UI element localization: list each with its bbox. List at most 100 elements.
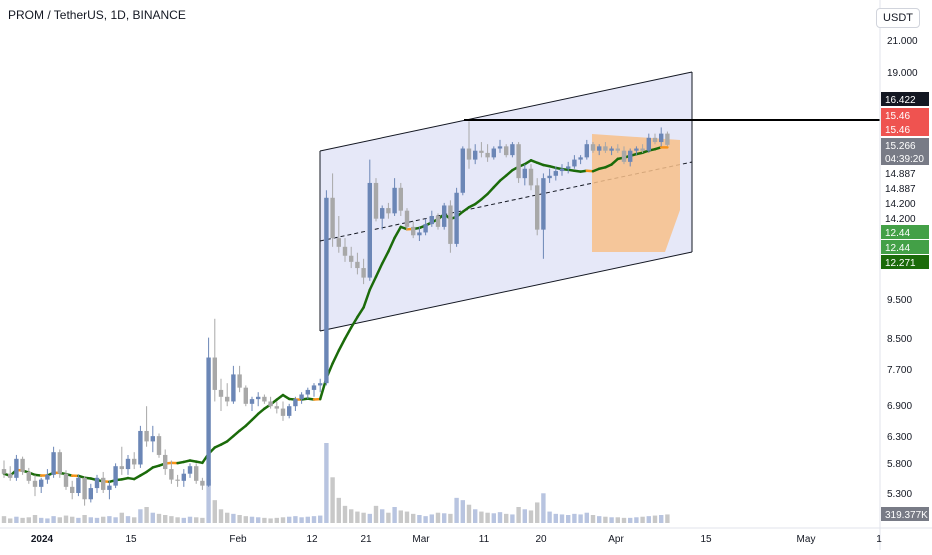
candle-body xyxy=(423,224,427,232)
volume-bar xyxy=(2,516,6,523)
volume-bar xyxy=(39,518,43,523)
volume-bar xyxy=(275,518,279,523)
volume-bar xyxy=(194,517,198,523)
candle-body xyxy=(82,478,86,499)
price-label: 16.422 xyxy=(885,95,916,106)
candle-body xyxy=(355,262,359,268)
volume-bar xyxy=(380,509,384,523)
x-tick-label: 11 xyxy=(479,534,490,545)
candle-body xyxy=(101,478,105,490)
volume-bar xyxy=(262,518,266,523)
candle-body xyxy=(312,385,316,390)
volume-bar xyxy=(461,500,465,523)
volume-bar xyxy=(504,514,508,523)
y-tick-label: 7.700 xyxy=(887,365,912,376)
candle-body xyxy=(560,169,564,171)
candle-body xyxy=(194,466,198,481)
y-tick-label: 9.500 xyxy=(887,295,912,306)
volume-bar xyxy=(665,514,669,523)
candle-body xyxy=(132,459,136,465)
symbol-title: PROM / TetherUS, 1D, BINANCE xyxy=(8,8,186,22)
candle-body xyxy=(386,208,390,213)
volume-bar xyxy=(591,515,595,523)
candle-body xyxy=(417,232,421,235)
volume-bar xyxy=(213,500,217,523)
candle-body xyxy=(498,146,502,148)
volume-bar xyxy=(572,514,576,523)
volume-bar xyxy=(597,516,601,523)
volume-bar xyxy=(355,512,359,523)
candle-body xyxy=(361,268,365,278)
volume-bar xyxy=(386,513,390,523)
volume-bar xyxy=(479,512,483,523)
currency-label[interactable]: USDT xyxy=(876,8,920,28)
candle-body xyxy=(206,358,210,486)
candle-body xyxy=(64,474,68,487)
candle-body xyxy=(144,431,148,441)
volume-bar xyxy=(368,514,372,523)
candle-body xyxy=(454,193,458,244)
candle-body xyxy=(516,144,520,178)
volume-bar xyxy=(560,514,564,523)
volume-bar xyxy=(634,517,638,523)
candle-body xyxy=(628,151,632,162)
volume-bar xyxy=(157,514,161,523)
candle-body xyxy=(293,399,297,406)
candle-body xyxy=(200,481,204,486)
volume-bar xyxy=(343,506,347,523)
price-label: 14.200 xyxy=(885,214,916,225)
volume-bar xyxy=(250,517,254,523)
candle-body xyxy=(399,188,403,211)
candle-body xyxy=(20,459,24,472)
candle-body xyxy=(262,397,266,402)
volume-bar xyxy=(324,443,328,523)
volume-bar xyxy=(585,513,589,523)
volume-bar xyxy=(430,514,434,523)
candle-body xyxy=(120,466,124,469)
volume-bar xyxy=(107,516,111,523)
price-label: 12.271 xyxy=(885,258,916,269)
candle-body xyxy=(318,383,322,385)
candle-body xyxy=(89,488,93,499)
volume-bar xyxy=(523,509,527,523)
candle-body xyxy=(175,480,179,481)
candle-body xyxy=(157,436,161,455)
volume-bar xyxy=(653,516,657,523)
candle-body xyxy=(585,144,589,157)
volume-bar xyxy=(268,518,272,523)
y-tick-label: 5.800 xyxy=(887,459,912,470)
volume-bar xyxy=(330,477,334,523)
candle-body xyxy=(609,149,613,151)
volume-bar xyxy=(411,514,415,523)
candle-body xyxy=(182,474,186,481)
candle-body xyxy=(126,459,130,469)
candle-body xyxy=(368,183,372,278)
volume-bar xyxy=(51,516,55,523)
volume-bar xyxy=(281,517,285,523)
x-tick-label: 21 xyxy=(360,534,372,545)
candle-body xyxy=(244,388,248,404)
candle-body xyxy=(58,452,62,474)
candle-body xyxy=(473,151,477,160)
candle-body xyxy=(554,171,558,176)
volume-bar xyxy=(163,515,167,523)
volume-bar xyxy=(554,514,558,523)
candle-body xyxy=(634,149,638,151)
candle-body xyxy=(95,478,99,488)
candle-body xyxy=(51,452,55,475)
candle-body xyxy=(324,198,328,383)
volume-bar xyxy=(126,516,130,523)
candle-body xyxy=(603,146,607,150)
candle-body xyxy=(430,216,434,224)
candle-body xyxy=(529,169,533,186)
volume-bar xyxy=(70,517,74,523)
volume-bar xyxy=(8,518,12,523)
volume-bar xyxy=(89,517,93,523)
volume-bar xyxy=(392,507,396,523)
volume-bar xyxy=(293,516,297,523)
candle-body xyxy=(572,160,576,167)
volume-bar xyxy=(566,515,570,523)
volume-bar xyxy=(467,505,471,523)
